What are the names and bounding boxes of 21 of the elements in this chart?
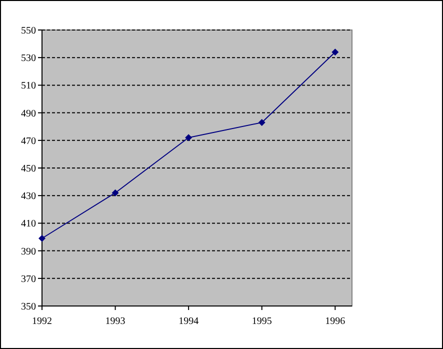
point: [185, 134, 192, 142]
y-tick-label: 410: [21, 218, 36, 230]
y-tick-label: 470: [21, 136, 36, 147]
x-tick-label: 1994: [178, 316, 199, 327]
x-tick-label: 1995: [252, 316, 272, 327]
y-tick-label: 510: [21, 80, 36, 92]
x-tick-label: 1996: [325, 316, 346, 327]
y-tick-label: 450: [21, 164, 36, 174]
point: [332, 48, 339, 56]
y-tick-label: 550: [21, 26, 36, 36]
x-tick-label: 1992: [32, 316, 52, 327]
y-tick-label: 430: [21, 191, 36, 202]
point: [38, 234, 46, 242]
y-tick-label: 350: [21, 302, 36, 312]
point: [112, 189, 119, 196]
y-tick-label: 370: [21, 274, 36, 285]
y-tick-label: 490: [21, 108, 36, 120]
y-tick-label: 530: [21, 53, 36, 64]
x-tick-label: 1993: [105, 316, 126, 327]
y-tick-label: 390: [21, 246, 36, 258]
point: [258, 118, 266, 126]
